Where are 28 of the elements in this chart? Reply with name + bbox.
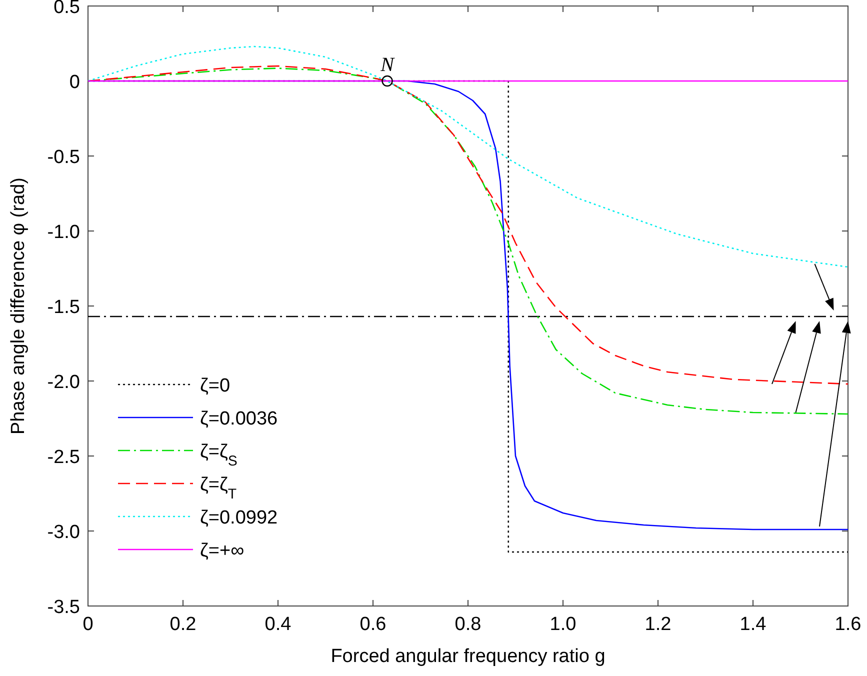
legend-label: ζ=ζ$_{T}$ — [200, 474, 237, 502]
y-tick-label: 0 — [69, 72, 80, 93]
x-tick-label: 1.6 — [834, 614, 862, 635]
legend-label: ζ=0 — [200, 376, 230, 396]
x-tick-label: 0.6 — [360, 614, 386, 635]
y-tick-label: -2.0 — [47, 372, 80, 393]
y-tick-label: 0.5 — [54, 0, 80, 18]
x-tick-label: 0 — [82, 614, 94, 635]
y-tick-label: -1.0 — [47, 222, 80, 243]
legend-label: ζ=ζ$_{S}$ — [200, 442, 238, 470]
y-tick-label: -0.5 — [47, 147, 80, 168]
y-tick-label: -3.0 — [47, 522, 80, 543]
y-axis-title: Phase angle difference φ (rad) — [8, 177, 29, 435]
legend-label: ζ=0.0992 — [200, 508, 278, 528]
legend-label: ζ=+∞ — [200, 540, 244, 562]
x-tick-label: 1.0 — [550, 614, 576, 635]
y-tick-label: -2.5 — [47, 447, 80, 468]
y-tick-label: -3.5 — [47, 597, 80, 618]
line-series — [87, 46, 849, 268]
x-tick-label: 1.2 — [644, 614, 672, 635]
x-tick-label: 0.4 — [264, 614, 292, 635]
annotation: N — [380, 54, 396, 76]
y-tick-label: -1.5 — [47, 297, 80, 318]
x-tick-label: 0.8 — [454, 614, 482, 635]
x-axis-title: Forced angular frequency ratio g — [330, 646, 606, 667]
legend-label: ζ=0.0036 — [200, 408, 278, 430]
x-tick-label: 1.4 — [740, 614, 767, 635]
x-tick-label: 0.2 — [170, 614, 196, 635]
